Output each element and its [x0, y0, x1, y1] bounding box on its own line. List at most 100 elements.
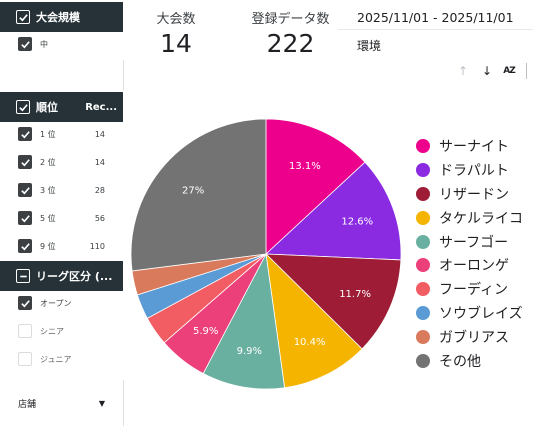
filter-option[interactable]: 中 — [0, 30, 123, 58]
pie-slice[interactable] — [202, 252, 286, 390]
option-count: 56 — [94, 213, 105, 223]
legend-swatch — [416, 162, 430, 177]
filter-option[interactable]: オープン — [0, 289, 123, 317]
legend-item[interactable]: ドラパルト — [416, 158, 523, 182]
legend-item[interactable]: オーロンゲ — [416, 253, 523, 277]
chart-legend: サーナイトドラパルトリザードンタケルライコ サーフゴーオーロンゲフーディンソウブレ… — [416, 134, 523, 373]
environment-dropdown[interactable]: 環境 — [338, 29, 533, 61]
filter-option[interactable]: 1 位 14 — [0, 120, 123, 148]
legend-item[interactable]: その他 — [416, 349, 523, 373]
legend-swatch — [416, 138, 430, 153]
panel-divider — [123, 380, 124, 426]
select-all-checkbox[interactable] — [16, 10, 30, 24]
pie-slice[interactable] — [265, 118, 366, 255]
legend-label: ドラパルト — [439, 162, 509, 179]
option-label: 9 位 — [40, 241, 56, 251]
filter-rank-header[interactable]: 順位 Rec... — [0, 92, 123, 122]
store-dropdown-label: 店舗 — [18, 399, 37, 410]
option-checkbox[interactable] — [18, 37, 32, 51]
pie-slice[interactable] — [264, 253, 402, 350]
option-checkbox[interactable] — [18, 296, 32, 310]
option-checkbox[interactable] — [18, 352, 32, 366]
pie-slice[interactable] — [130, 118, 267, 272]
filter-league-title: リーグ区分 (... — [36, 270, 113, 283]
legend-item[interactable]: タケルライコ — [416, 206, 523, 230]
pie-slice[interactable] — [265, 161, 402, 261]
check-icon — [20, 158, 30, 166]
check-icon — [20, 299, 30, 307]
slice-data-label: 10.4% — [294, 337, 326, 348]
legend-label: フーディン — [439, 282, 509, 299]
slice-data-label: 9.9% — [237, 346, 262, 357]
check-icon — [18, 103, 28, 111]
option-label: シニア — [40, 326, 64, 336]
filter-size-header[interactable]: 大会規模 — [0, 2, 123, 32]
option-count: 110 — [89, 241, 105, 251]
caret-down-icon: ▼ — [98, 398, 105, 408]
pie-slice[interactable] — [265, 252, 363, 389]
kpi-records: 登録データ数 222 — [232, 0, 349, 58]
kpi-value: 14 — [160, 29, 192, 58]
legend-label: サーフゴー — [439, 234, 509, 251]
option-label: ジュニア — [40, 354, 72, 364]
legend-label: ガブリアス — [439, 330, 509, 347]
option-checkbox[interactable] — [18, 239, 32, 253]
filter-rank-title: 順位 — [36, 101, 58, 114]
legend-swatch — [416, 258, 430, 273]
check-icon — [20, 40, 30, 48]
toolbar-divider — [526, 63, 527, 79]
option-checkbox[interactable] — [18, 155, 32, 169]
legend-item[interactable]: フーディン — [416, 277, 523, 301]
minus-icon — [19, 275, 27, 277]
legend-item[interactable]: ソウブレイズ — [416, 301, 523, 325]
record-count-column[interactable]: Rec... — [85, 101, 117, 113]
option-checkbox[interactable] — [18, 127, 32, 141]
panel-divider — [123, 60, 124, 90]
filter-option[interactable]: シニア — [0, 317, 123, 345]
pie-chart[interactable]: 13.1% 12.6% 11.7% 10.4% 9.9% 5.9% 27% — [128, 116, 404, 392]
select-all-checkbox[interactable] — [16, 100, 30, 114]
check-icon — [20, 242, 30, 250]
legend-item[interactable]: リザードン — [416, 182, 523, 206]
kpi-label: 登録データ数 — [251, 12, 330, 27]
slice-data-label: 12.6% — [341, 217, 373, 228]
option-count: 14 — [94, 129, 105, 139]
legend-item[interactable]: サーナイト — [416, 134, 523, 158]
filter-option[interactable]: 3 位 28 — [0, 176, 123, 204]
store-dropdown[interactable]: 店舗 ▼ — [0, 380, 123, 426]
check-icon — [18, 13, 28, 21]
option-count: 14 — [94, 157, 105, 167]
date-range-picker[interactable]: 2025/11/01 - 2025/11/01 — [357, 9, 514, 25]
legend-label: その他 — [439, 353, 481, 370]
legend-swatch — [416, 353, 430, 368]
option-checkbox[interactable] — [18, 324, 32, 338]
legend-label: タケルライコ — [439, 210, 523, 227]
legend-item[interactable]: ガブリアス — [416, 325, 523, 349]
legend-swatch — [416, 210, 430, 225]
legend-swatch — [416, 282, 430, 297]
sort-descending-icon[interactable]: ↓ — [481, 64, 493, 78]
check-icon — [20, 186, 30, 194]
filter-option[interactable]: 2 位 14 — [0, 148, 123, 176]
filter-option[interactable]: ジュニア — [0, 345, 123, 373]
option-label: 中 — [40, 39, 48, 49]
legend-swatch — [416, 186, 430, 201]
sort-alphabetical-icon[interactable]: AZ — [503, 66, 516, 76]
select-partial-checkbox[interactable] — [16, 269, 30, 283]
option-label: オープン — [40, 298, 72, 308]
filter-league-header[interactable]: リーグ区分 (... — [0, 261, 123, 291]
filter-option[interactable]: 9 位 110 — [0, 232, 123, 260]
legend-swatch — [416, 234, 430, 249]
option-label: 1 位 — [40, 129, 56, 139]
check-icon — [20, 214, 30, 222]
option-checkbox[interactable] — [18, 211, 32, 225]
legend-label: サーナイト — [439, 138, 509, 155]
option-checkbox[interactable] — [18, 183, 32, 197]
legend-item[interactable]: サーフゴー — [416, 230, 523, 254]
legend-swatch — [416, 306, 430, 321]
slice-data-label: 5.9% — [193, 326, 218, 337]
environment-label: 環境 — [357, 39, 382, 53]
filter-option[interactable]: 5 位 56 — [0, 204, 123, 232]
check-icon — [20, 130, 30, 138]
sort-ascending-icon[interactable]: ↑ — [457, 64, 469, 78]
